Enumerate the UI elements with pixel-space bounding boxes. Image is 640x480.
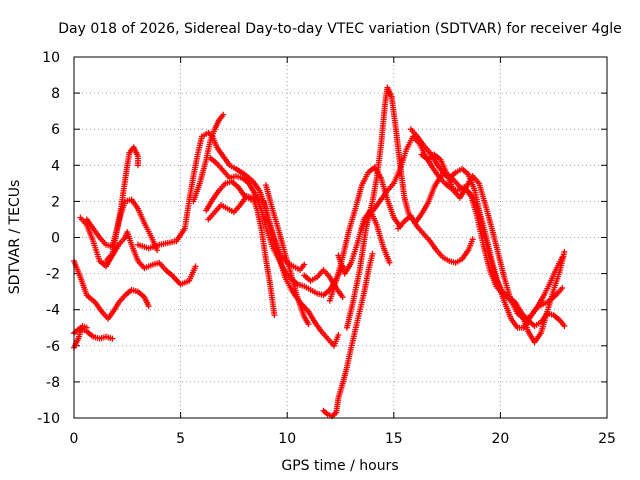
series-sat-g xyxy=(134,129,342,349)
series-sat-s xyxy=(418,151,566,322)
series-sat-a xyxy=(71,257,152,322)
y-tick-label: 8 xyxy=(51,86,60,102)
y-tick-label: 6 xyxy=(51,122,60,138)
series-sat-n xyxy=(320,250,376,420)
series-sat-m xyxy=(301,266,346,301)
x-axis-title: GPS time / hours xyxy=(281,458,398,474)
data-point xyxy=(369,250,376,257)
x-tick-label: 15 xyxy=(385,431,403,447)
x-tick-label: 10 xyxy=(278,431,296,447)
y-tick-label: 0 xyxy=(51,231,60,247)
plot-frame xyxy=(73,56,608,419)
data-point xyxy=(397,223,404,230)
series-sat-l xyxy=(262,182,312,328)
data-point xyxy=(134,162,141,169)
data-point xyxy=(271,312,278,319)
data-point xyxy=(339,294,346,301)
data-point xyxy=(559,254,566,261)
data-point xyxy=(109,335,116,342)
y-tick-label: -6 xyxy=(46,339,60,355)
series-sat-h xyxy=(190,111,227,205)
y-tick-label: 2 xyxy=(51,194,60,210)
series-sat-d xyxy=(77,214,199,288)
data-point xyxy=(469,236,476,243)
series-sat-r xyxy=(395,212,476,266)
x-tick-label: 20 xyxy=(491,431,509,447)
x-tick-label: 0 xyxy=(70,431,79,447)
y-axis-title: SDTVAR / TECUs xyxy=(7,180,23,295)
series-sat-f xyxy=(102,144,141,264)
data-point xyxy=(559,285,566,292)
data-point xyxy=(305,321,312,328)
y-tick-label: -2 xyxy=(46,267,60,283)
x-tick-label: 25 xyxy=(598,431,616,447)
series-sat-t xyxy=(326,164,404,304)
data-point xyxy=(301,261,308,268)
data-point xyxy=(83,324,90,331)
series-sat-u xyxy=(335,207,393,277)
y-tick-label: -4 xyxy=(46,303,60,319)
y-tick-label: 4 xyxy=(51,158,60,174)
data-point xyxy=(220,111,227,118)
data-point xyxy=(561,248,568,255)
y-tick-label: -8 xyxy=(46,375,60,391)
data-point xyxy=(192,263,199,270)
data-point xyxy=(335,331,342,338)
data-point xyxy=(561,322,568,329)
x-tick-labels: 0 5 10 15 20 25 xyxy=(70,431,616,447)
chart-title: Day 018 of 2026, Sidereal Day-to-day VTE… xyxy=(58,21,622,37)
y-tick-labels: -10 -8 -6 -4 -2 0 2 4 6 8 10 xyxy=(37,50,60,427)
data-point xyxy=(386,259,393,266)
data-point xyxy=(145,303,152,310)
data-series xyxy=(71,84,568,420)
y-tick-label: -10 xyxy=(37,411,60,427)
series-sat-j xyxy=(205,192,278,319)
x-tick-label: 5 xyxy=(176,431,185,447)
y-tick-label: 10 xyxy=(42,50,60,66)
series-sat-c xyxy=(71,322,90,351)
